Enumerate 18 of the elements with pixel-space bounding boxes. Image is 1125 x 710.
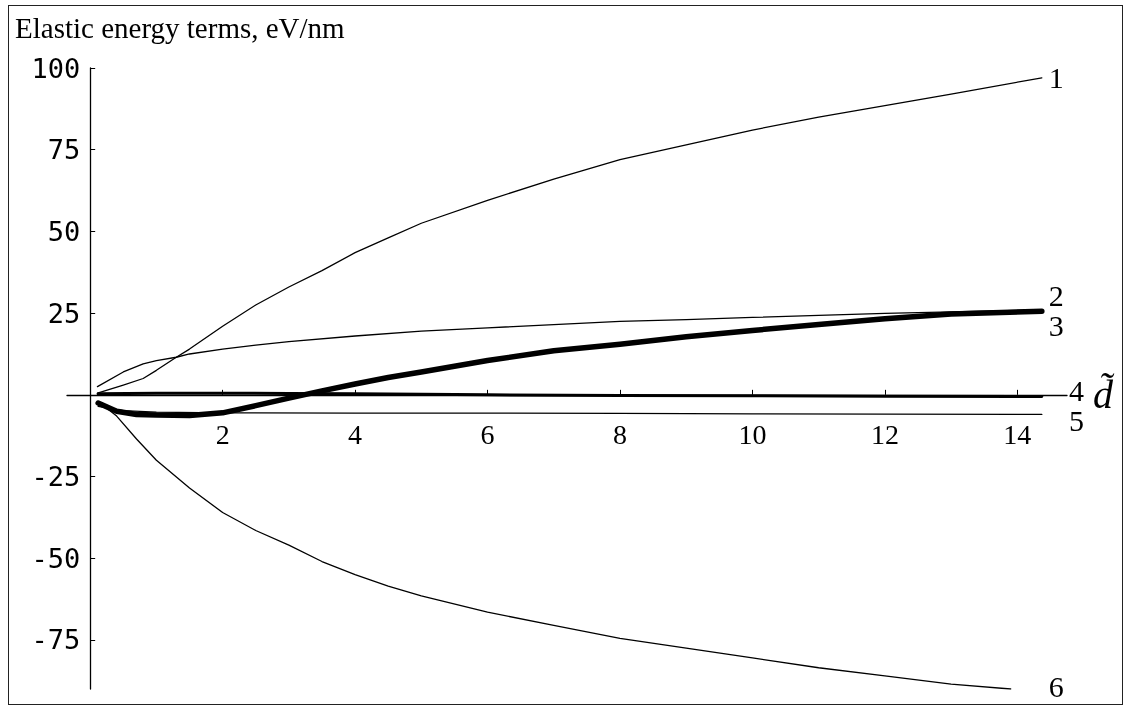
series-label: 6 (1048, 669, 1064, 703)
y-tick-label: 50 (47, 215, 81, 247)
x-axis-title: d̃ (1093, 372, 1115, 418)
x-tick-label: 4 (348, 419, 363, 451)
y-tick-label: -75 (31, 624, 81, 656)
x-tick-label: 8 (612, 419, 627, 451)
x-tick-label: 6 (480, 419, 495, 451)
x-tick-label: 2 (215, 419, 230, 451)
x-tick-label: 10 (738, 419, 767, 451)
y-tick-label: -25 (31, 461, 81, 493)
y-axis-title: Elastic energy terms, eV/nm (15, 12, 346, 44)
y-tick-label: -50 (31, 542, 81, 574)
y-tick-label: 25 (47, 297, 81, 329)
y-tick-label: 75 (47, 134, 81, 166)
x-tick-label: 12 (870, 419, 899, 451)
x-tick-label: 14 (1003, 419, 1032, 451)
y-tick-label: 100 (31, 52, 81, 84)
series-label: 1 (1048, 61, 1064, 95)
